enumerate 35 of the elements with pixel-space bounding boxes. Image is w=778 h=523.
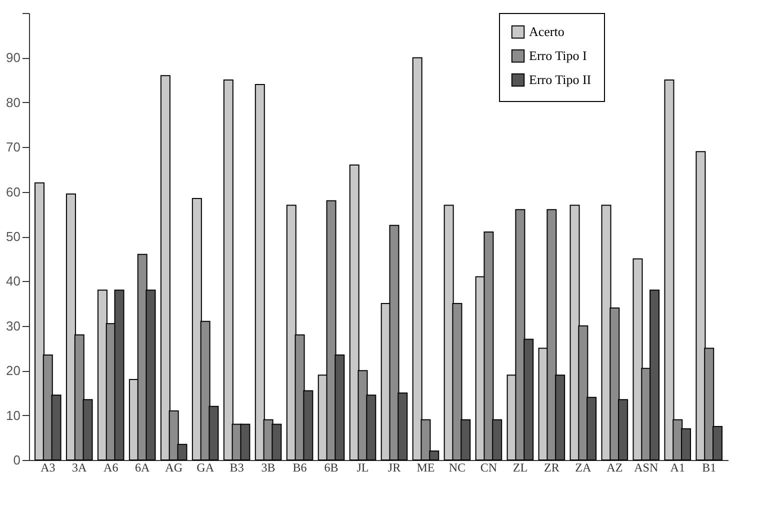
y-tick-label: 30 (6, 318, 20, 334)
x-tick-label: NC (448, 460, 466, 474)
y-tick-label: 90 (6, 50, 20, 66)
y-tick-label: 10 (6, 408, 20, 423)
x-tick-label: 6A (135, 460, 150, 474)
x-tick-label: GA (196, 460, 214, 474)
x-tick-label: B1 (702, 460, 716, 474)
x-tick-label: ASN (634, 460, 658, 474)
y-tick-label: 40 (6, 274, 20, 289)
x-tick-label: 3A (72, 460, 88, 474)
x-tick-label: ZA (575, 460, 592, 474)
y-tick-label: 70 (6, 140, 20, 155)
x-tick-label: B6 (292, 460, 307, 474)
y-tick-label: 50 (6, 229, 20, 244)
y-tick-label: 20 (6, 363, 20, 378)
x-tick-label: ZR (544, 460, 560, 474)
legend-label: Acerto (529, 24, 564, 39)
x-tick-label: A6 (104, 460, 118, 474)
x-tick-label: A1 (670, 460, 685, 474)
legend-label: Erro Tipo II (529, 72, 592, 87)
x-tick-label: CN (480, 460, 498, 474)
x-tick-label: AZ (606, 460, 623, 474)
x-tick-label: 3B (261, 460, 276, 474)
x-tick-label: B3 (230, 460, 244, 474)
x-tick-label: JL (356, 460, 369, 474)
y-tick-label: 0 (13, 452, 20, 468)
y-tick-label: 60 (6, 184, 20, 200)
y-tick-label: 80 (6, 94, 20, 110)
x-tick-label: AG (165, 460, 183, 474)
x-tick-label: ME (416, 460, 435, 474)
x-tick-label: JR (388, 460, 401, 474)
x-tick-label: ZL (512, 460, 528, 474)
x-tick-label: 6B (324, 460, 338, 474)
x-tick-label: A3 (40, 460, 56, 474)
legend-label: Erro Tipo I (529, 48, 587, 63)
